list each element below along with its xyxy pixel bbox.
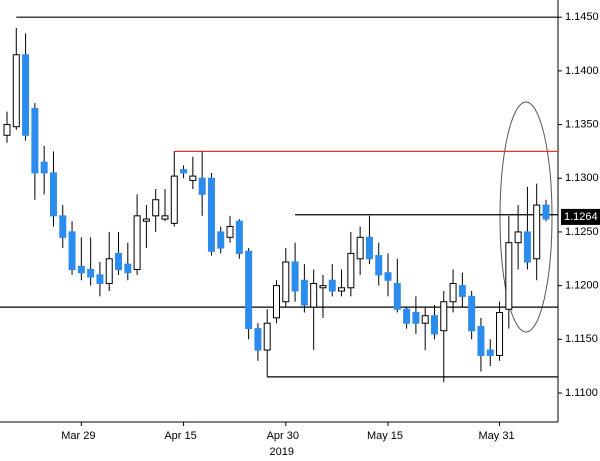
candle-body — [124, 263, 132, 274]
candle-body — [430, 315, 438, 335]
candle-body — [254, 328, 262, 351]
x-tick-label: May 15 — [367, 430, 403, 442]
candle-body — [403, 308, 411, 324]
y-tick-label: 1.1400 — [565, 65, 599, 77]
candle-body — [198, 177, 206, 195]
candle-body — [310, 282, 318, 308]
candle-body — [161, 215, 169, 220]
highlight-ellipse — [499, 101, 553, 333]
candle-body — [207, 177, 215, 252]
candle-body — [68, 231, 76, 271]
candle-body — [523, 231, 531, 263]
candle-body — [421, 315, 429, 324]
candle-body — [115, 252, 123, 271]
candle-body — [328, 279, 336, 292]
candle-body — [189, 175, 197, 181]
candle-body — [87, 269, 95, 278]
y-tick-label: 1.1250 — [565, 226, 599, 238]
candle-body — [375, 255, 383, 276]
candle-body — [59, 215, 67, 238]
candle-body — [49, 172, 57, 217]
y-tick-label: 1.1200 — [565, 280, 599, 292]
y-tick-label: 1.1300 — [565, 172, 599, 184]
candle-body — [22, 54, 30, 136]
candle-body — [226, 226, 234, 238]
candle-body — [449, 282, 457, 303]
candle-body — [12, 54, 20, 128]
last-price-box — [561, 208, 600, 225]
candle-body — [384, 272, 392, 281]
candle-body — [152, 199, 160, 217]
candle-body — [356, 236, 364, 260]
candle-body — [505, 242, 513, 310]
candle-body — [338, 287, 346, 292]
x-tick-label: May 31 — [478, 430, 514, 442]
candle-body — [542, 204, 550, 220]
candle-body — [217, 231, 225, 249]
candle-body — [300, 279, 308, 306]
candle-body — [496, 311, 504, 356]
candle-body — [273, 285, 280, 319]
candle-body — [40, 161, 48, 174]
candle-body — [282, 261, 290, 303]
candle-body — [533, 204, 541, 260]
candle-body — [440, 301, 448, 332]
candle-body — [31, 107, 39, 174]
candle-body — [96, 274, 104, 284]
candle-body — [319, 285, 327, 289]
y-tick-label: 1.1100 — [565, 387, 598, 399]
candle-body — [347, 252, 355, 289]
candle-body — [77, 265, 85, 274]
candle-body — [235, 220, 243, 254]
candle-body — [263, 322, 271, 351]
y-tick-label: 1.1450 — [565, 11, 599, 23]
y-tick-label: 1.1150 — [565, 333, 598, 345]
y-tick-label: 1.1350 — [565, 118, 599, 130]
candle-body — [514, 231, 522, 244]
candle-body — [486, 349, 494, 356]
last-price-label: 1.1264 — [564, 211, 598, 223]
candle-body — [170, 175, 178, 224]
x-tick-label: Apr 30 — [267, 430, 299, 442]
candle-body — [180, 169, 188, 174]
candle-body — [468, 295, 476, 332]
candle-body — [142, 218, 150, 222]
candle-body — [365, 236, 373, 260]
x-tick-label: Apr 15 — [164, 430, 196, 442]
x-tick-label: Mar 29 — [61, 430, 95, 442]
candle-body — [458, 285, 466, 297]
candle-body — [477, 325, 485, 356]
candle-body — [412, 311, 420, 324]
candle-body — [133, 215, 141, 271]
x-sublabel: 2019 — [270, 446, 294, 458]
candle-body — [105, 258, 113, 284]
candle-body — [291, 261, 299, 292]
candle-body — [245, 250, 253, 330]
candle-body — [3, 124, 11, 136]
candle-body — [393, 282, 401, 310]
